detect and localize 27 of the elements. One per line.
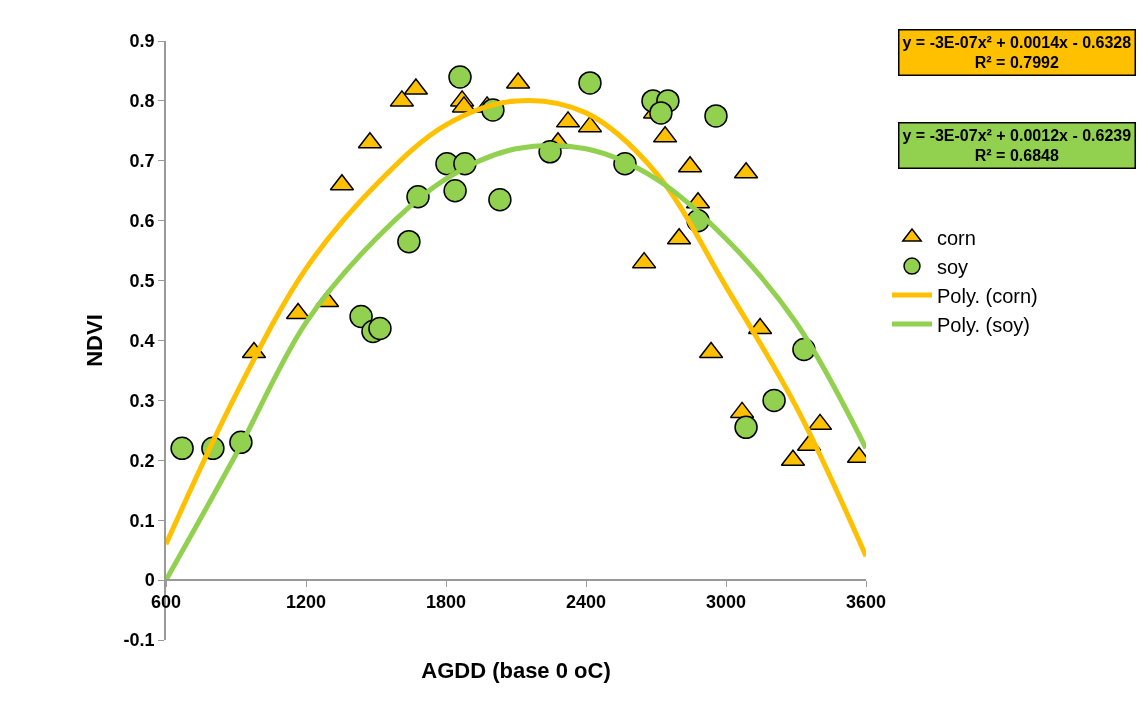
- y-tick-label: 0.3: [129, 390, 155, 411]
- x-tick-label: 3600: [845, 592, 887, 613]
- y-tick-label: 0: [144, 570, 155, 591]
- legend-label: Poly. (soy): [937, 313, 1030, 336]
- y-tick-label: 0.2: [129, 450, 155, 471]
- legend-label: corn: [937, 226, 976, 249]
- y-tick-label: 0.9: [129, 31, 155, 52]
- point: [397, 229, 421, 254]
- x-tick-label: 3000: [705, 592, 747, 613]
- y-tick-label: 0.7: [129, 151, 155, 172]
- x-tick-label: 1800: [425, 592, 467, 613]
- y-tick-label: 0.4: [129, 330, 155, 351]
- point: [488, 187, 512, 212]
- x-tick-label: 2400: [565, 592, 607, 613]
- y-tick-label: 0.6: [129, 211, 155, 231]
- y-axis-title: NDVI: [81, 314, 107, 367]
- x-axis-title: AGDD (base 0 oC): [421, 657, 611, 683]
- text: y = -3E-07x² + 0.0012x - 0.6239 R² = 0.6848: [902, 126, 1132, 165]
- y-tick-label: 0.5: [129, 270, 155, 291]
- x-tick-label: 1200: [285, 592, 327, 613]
- x-tick-label: 600: [150, 592, 182, 613]
- y-tick-label: 0.1: [129, 510, 155, 531]
- legend-label: Poly. (corn): [937, 284, 1038, 307]
- y-tick-label: -0.1: [123, 630, 155, 651]
- y-tick-label: 0.8: [129, 91, 155, 112]
- legend-label: soy: [937, 255, 969, 278]
- text: y = -3E-07x² + 0.0014x - 0.6328 R² = 0.7992: [902, 33, 1132, 72]
